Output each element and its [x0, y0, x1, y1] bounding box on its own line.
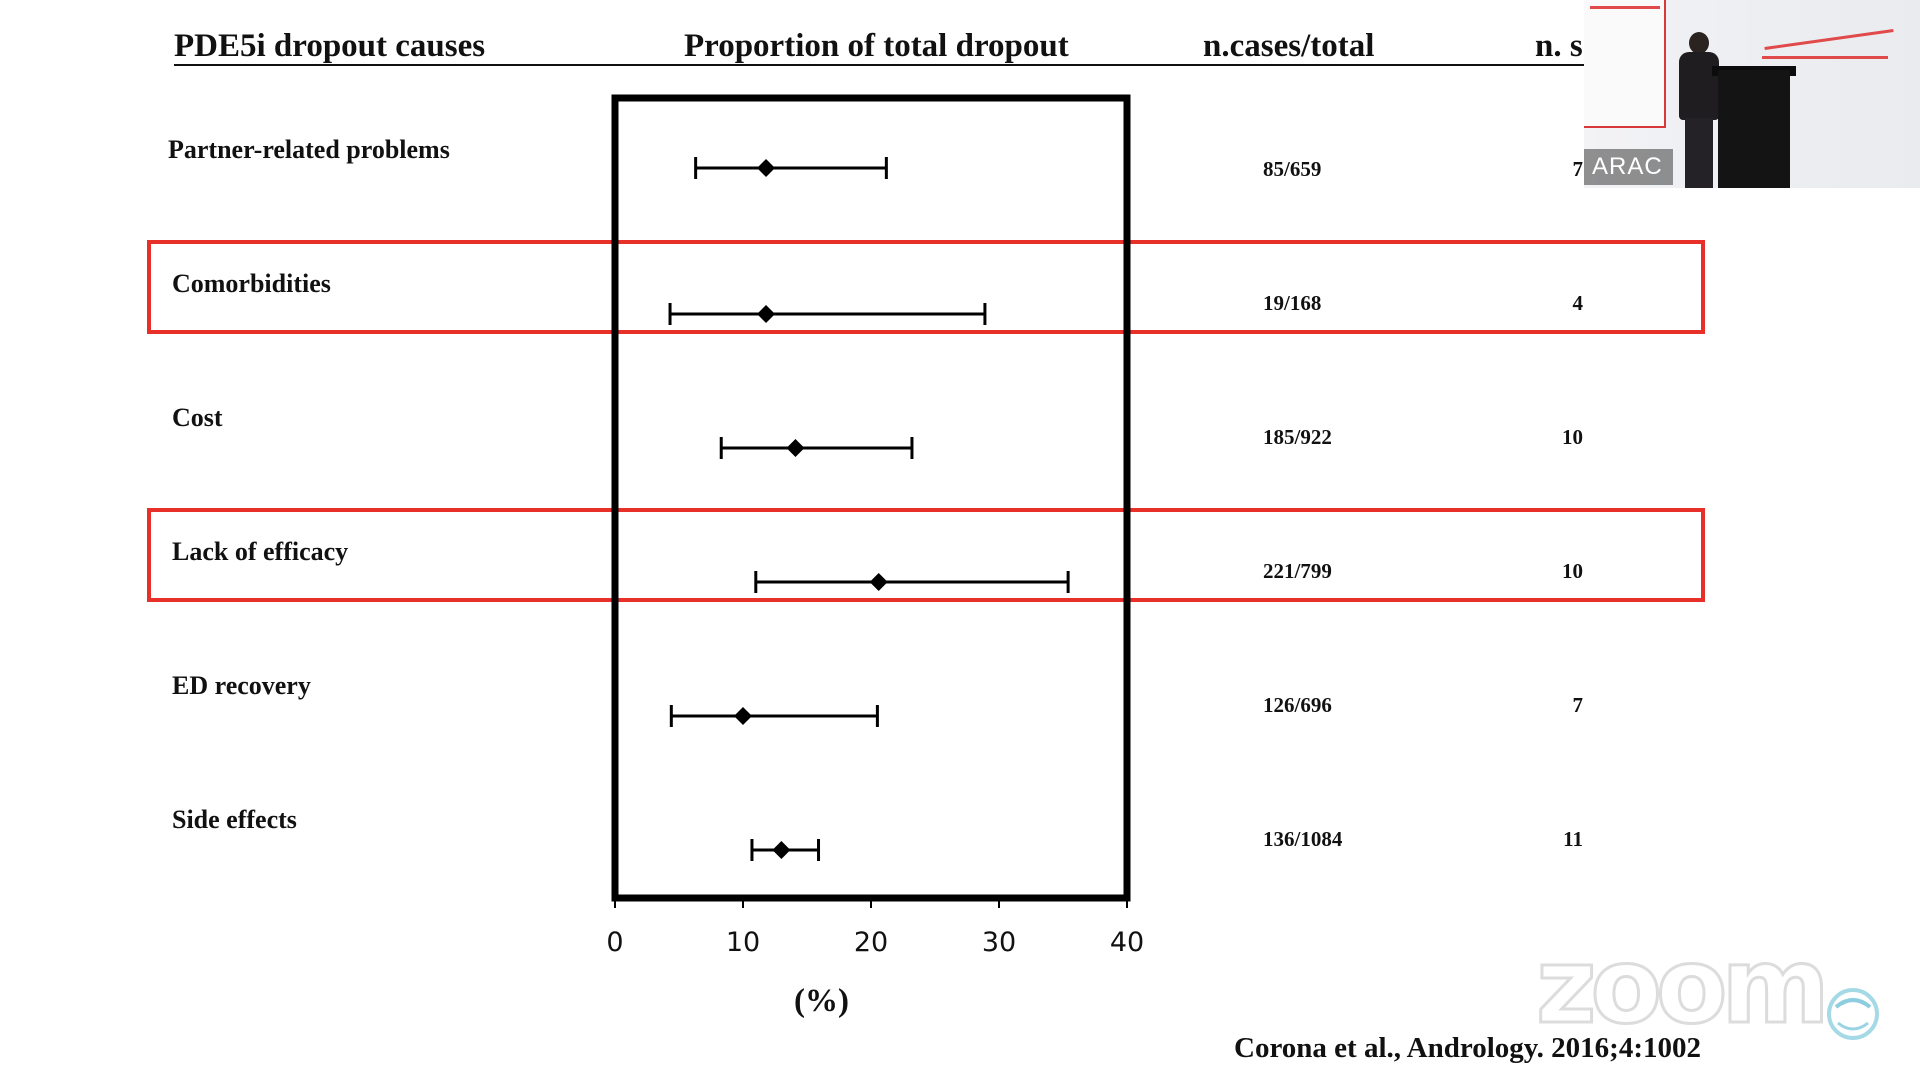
row-n-studies: 7	[1572, 157, 1584, 181]
row-n-studies: 10	[1562, 425, 1583, 449]
point-estimate	[757, 305, 776, 323]
point-estimate	[757, 159, 776, 177]
participant-name: ARAC	[1584, 149, 1673, 185]
video-projection-screen	[1584, 0, 1666, 128]
row-label: ED recovery	[172, 671, 311, 700]
row-label: Partner-related problems	[168, 135, 450, 164]
video-slide-line	[1590, 6, 1660, 9]
row-label: Lack of efficacy	[172, 537, 349, 566]
row-label: Cost	[172, 403, 223, 432]
x-tick-label: 40	[1110, 927, 1144, 958]
participant-video-thumbnail[interactable]: ARAC	[1584, 0, 1920, 188]
row-cases-total: 185/922	[1263, 425, 1332, 449]
header-studies: n. s	[1535, 28, 1583, 64]
row-n-studies: 11	[1563, 827, 1583, 851]
conference-logo-icon	[1827, 988, 1879, 1040]
header-proportion: Proportion of total dropout	[684, 28, 1069, 64]
video-slide-line	[1764, 28, 1894, 51]
row-cases-total: 85/659	[1263, 157, 1322, 181]
row-label: Side effects	[172, 805, 297, 834]
point-estimate	[786, 439, 805, 457]
plot-frame	[611, 94, 1131, 902]
row-n-studies: 10	[1562, 559, 1583, 583]
point-estimate	[772, 841, 791, 859]
row-cases-total: 136/1084	[1263, 827, 1343, 851]
header-cases: n.cases/total	[1203, 28, 1375, 64]
citation: Corona et al., Andrology. 2016;4:1002	[1234, 1032, 1701, 1064]
row-n-studies: 7	[1572, 693, 1584, 717]
point-estimate	[869, 573, 888, 591]
header-underline	[174, 64, 1584, 66]
x-tick-label: 30	[982, 927, 1016, 958]
row-cases-total: 126/696	[1263, 693, 1332, 717]
x-axis-label: (%)	[794, 983, 849, 1019]
point-estimate	[734, 707, 752, 725]
row-label: Comorbidities	[172, 269, 331, 298]
highlight-box	[147, 240, 1705, 334]
row-cases-total: 221/799	[1263, 559, 1332, 583]
header-causes: PDE5i dropout causes	[174, 28, 486, 64]
podium	[1718, 70, 1790, 188]
x-tick-label: 10	[726, 927, 760, 958]
x-tick-label: 0	[606, 927, 623, 958]
video-slide-line	[1762, 56, 1888, 59]
row-n-studies: 4	[1572, 291, 1584, 315]
highlight-box	[147, 508, 1705, 602]
speaker-figure	[1675, 32, 1721, 188]
zoom-watermark: zoom	[1535, 924, 1832, 1049]
x-tick-label: 20	[854, 927, 888, 958]
row-cases-total: 19/168	[1263, 291, 1322, 315]
